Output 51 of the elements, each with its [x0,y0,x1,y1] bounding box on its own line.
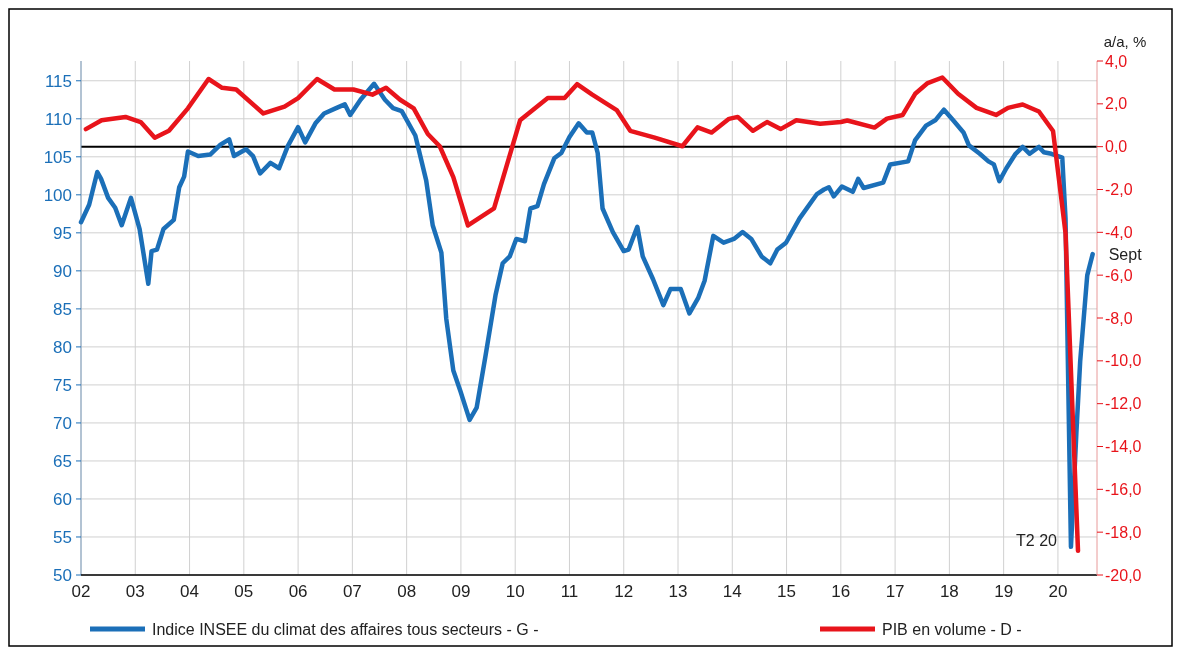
x-tick-label: 15 [777,582,797,601]
x-tick-label: 18 [939,582,959,601]
y-tick-label: 115 [44,71,72,91]
y-tick-label: 50 [53,565,72,585]
x-tick-label: 17 [885,582,905,601]
x-tick-label: 09 [451,582,471,601]
x-tick-label: 08 [397,582,417,601]
x-tick-label: 16 [831,582,851,601]
y-tick-label: 75 [53,375,72,395]
y-tick-label: 110 [44,109,72,129]
y2-tick-label: -20,0 [1105,566,1142,584]
y-tick-label: 105 [43,147,72,167]
annotation: Sept [1108,245,1143,263]
y-tick-label: 60 [53,489,72,509]
y-tick-label: 80 [53,337,72,357]
y2-tick-label: -18,0 [1105,523,1142,541]
y-tick-label: 55 [53,527,72,547]
x-tick-label: 19 [994,582,1014,601]
y-tick-label: 100 [43,185,72,205]
y2-tick-label: -4,0 [1105,223,1133,241]
x-tick-label: 13 [668,582,688,601]
x-tick-label: 10 [505,582,525,601]
y2-tick-label: -8,0 [1105,309,1133,327]
x-tick-label: 07 [342,582,362,601]
y2-tick-label: 4,0 [1105,52,1128,70]
y2-tick-label: 2,0 [1105,95,1128,113]
y2-tick-label: -12,0 [1105,395,1142,413]
y2-tick-label: -10,0 [1105,352,1142,370]
y-tick-label: 95 [53,223,72,243]
annotation: T2 20 [1016,532,1058,550]
x-tick-label: 12 [614,582,634,601]
y2-tick-label: -14,0 [1105,438,1142,456]
x-tick-label: 04 [180,582,200,601]
x-tick-label: 03 [125,582,145,601]
y-tick-label: 65 [53,451,72,471]
y2-tick-label: 0,0 [1105,138,1128,156]
y2-axis-title: a/a, % [1103,33,1147,50]
y2-tick-label: -16,0 [1105,480,1142,498]
y2-tick-label: -2,0 [1105,181,1133,199]
y-tick-label: 90 [53,261,72,281]
x-tick-label: 06 [288,582,308,601]
x-tick-label: 05 [234,582,254,601]
x-tick-label: 02 [71,582,91,601]
x-tick-label: 11 [560,582,579,601]
y-tick-label: 70 [53,413,72,433]
x-tick-label: 14 [722,582,742,601]
x-tick-label: 20 [1048,582,1068,601]
y2-tick-label: -6,0 [1105,266,1133,284]
y-tick-label: 85 [53,299,72,319]
legend-label: Indice INSEE du climat des affaires tous secteurs - G - [152,620,539,638]
legend-label: PIB en volume - D - [882,620,1022,638]
